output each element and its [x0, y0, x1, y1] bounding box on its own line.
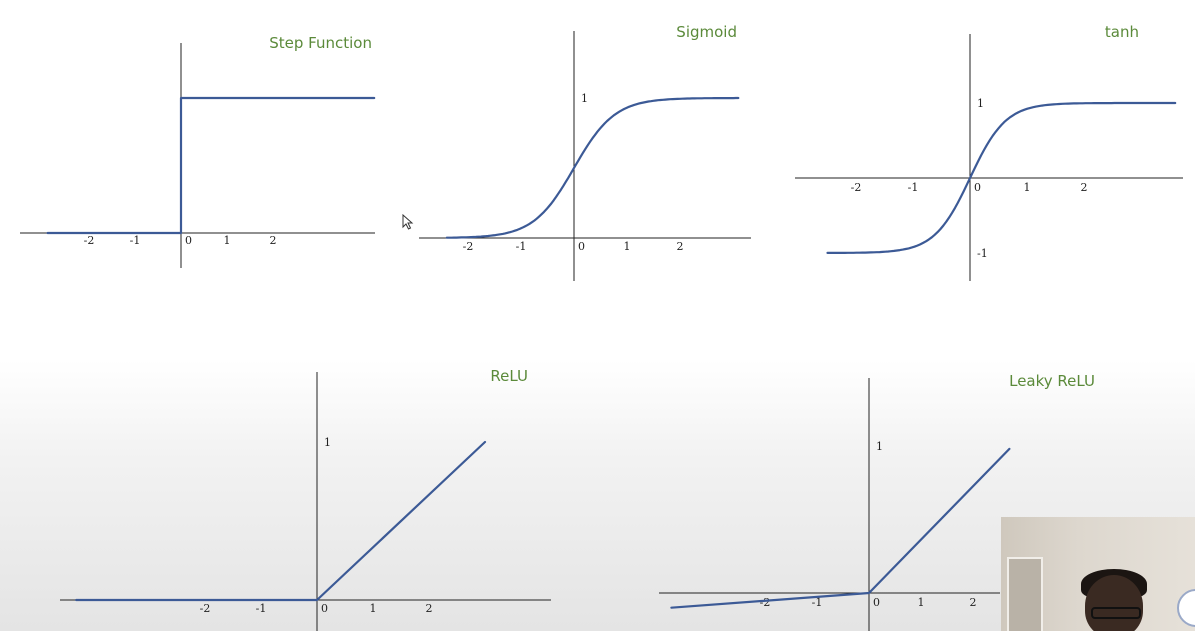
x-tick-label: 0	[974, 181, 981, 194]
x-tick-label: 0	[578, 240, 585, 253]
x-tick-label: -1	[812, 596, 823, 609]
chart-title: Leaky ReLU	[1009, 372, 1095, 390]
x-tick-label: 1	[624, 240, 631, 253]
x-tick-label: -2	[760, 596, 771, 609]
presenter-glasses	[1091, 607, 1141, 619]
x-tick-label: -1	[516, 240, 527, 253]
y-tick-label: 1	[977, 97, 984, 110]
x-tick-label: 2	[426, 602, 433, 615]
charts-group: Step Function -2 -1 0 1 2 Sigmoid -2 -1 0 1 2 1 tanh -…	[20, 23, 1183, 631]
x-tick-label: 0	[185, 234, 192, 247]
x-tick-label: 0	[321, 602, 328, 615]
x-tick-label: 0	[873, 596, 880, 609]
x-tick-label: -2	[463, 240, 474, 253]
chart-title: ReLU	[490, 367, 528, 385]
x-tick-label: -2	[851, 181, 862, 194]
x-tick-label: 2	[970, 596, 977, 609]
series-line	[826, 101, 1177, 254]
x-tick-label: -2	[84, 234, 95, 247]
y-tick-label: -1	[977, 247, 988, 260]
series-line	[445, 96, 740, 239]
x-tick-label: 2	[270, 234, 277, 247]
mouse-pointer-icon	[402, 214, 414, 230]
x-tick-label: 2	[1081, 181, 1088, 194]
x-tick-label: -2	[200, 602, 211, 615]
x-tick-label: 2	[677, 240, 684, 253]
presenter-webcam	[1001, 517, 1195, 631]
y-tick-label: 1	[324, 436, 331, 449]
x-tick-label: -1	[256, 602, 267, 615]
x-tick-label: 1	[370, 602, 377, 615]
x-tick-label: 1	[918, 596, 925, 609]
webcam-door	[1007, 557, 1043, 631]
series-line	[75, 440, 487, 602]
series-line	[46, 96, 376, 235]
presenter-head	[1085, 575, 1143, 631]
chart-title: Sigmoid	[676, 23, 737, 41]
chart-4: ReLU -2 -1 0 1 2 1	[60, 367, 551, 631]
x-tick-label: 1	[1024, 181, 1031, 194]
chart-1: Step Function -2 -1 0 1 2	[20, 34, 376, 268]
chart-title: Step Function	[269, 34, 372, 52]
x-tick-label: -1	[130, 234, 141, 247]
chart-2: Sigmoid -2 -1 0 1 2 1	[419, 23, 751, 281]
x-tick-label: -1	[908, 181, 919, 194]
x-tick-label: 1	[224, 234, 231, 247]
chart-title: tanh	[1105, 23, 1139, 41]
chart-3: tanh -2 -1 0 1 2 1 -1	[795, 23, 1183, 281]
chart-5: Leaky ReLU -2 -1 0 1 2 1	[659, 372, 1095, 631]
series-line	[670, 447, 1011, 609]
y-tick-label: 1	[876, 440, 883, 453]
y-tick-label: 1	[581, 92, 588, 105]
